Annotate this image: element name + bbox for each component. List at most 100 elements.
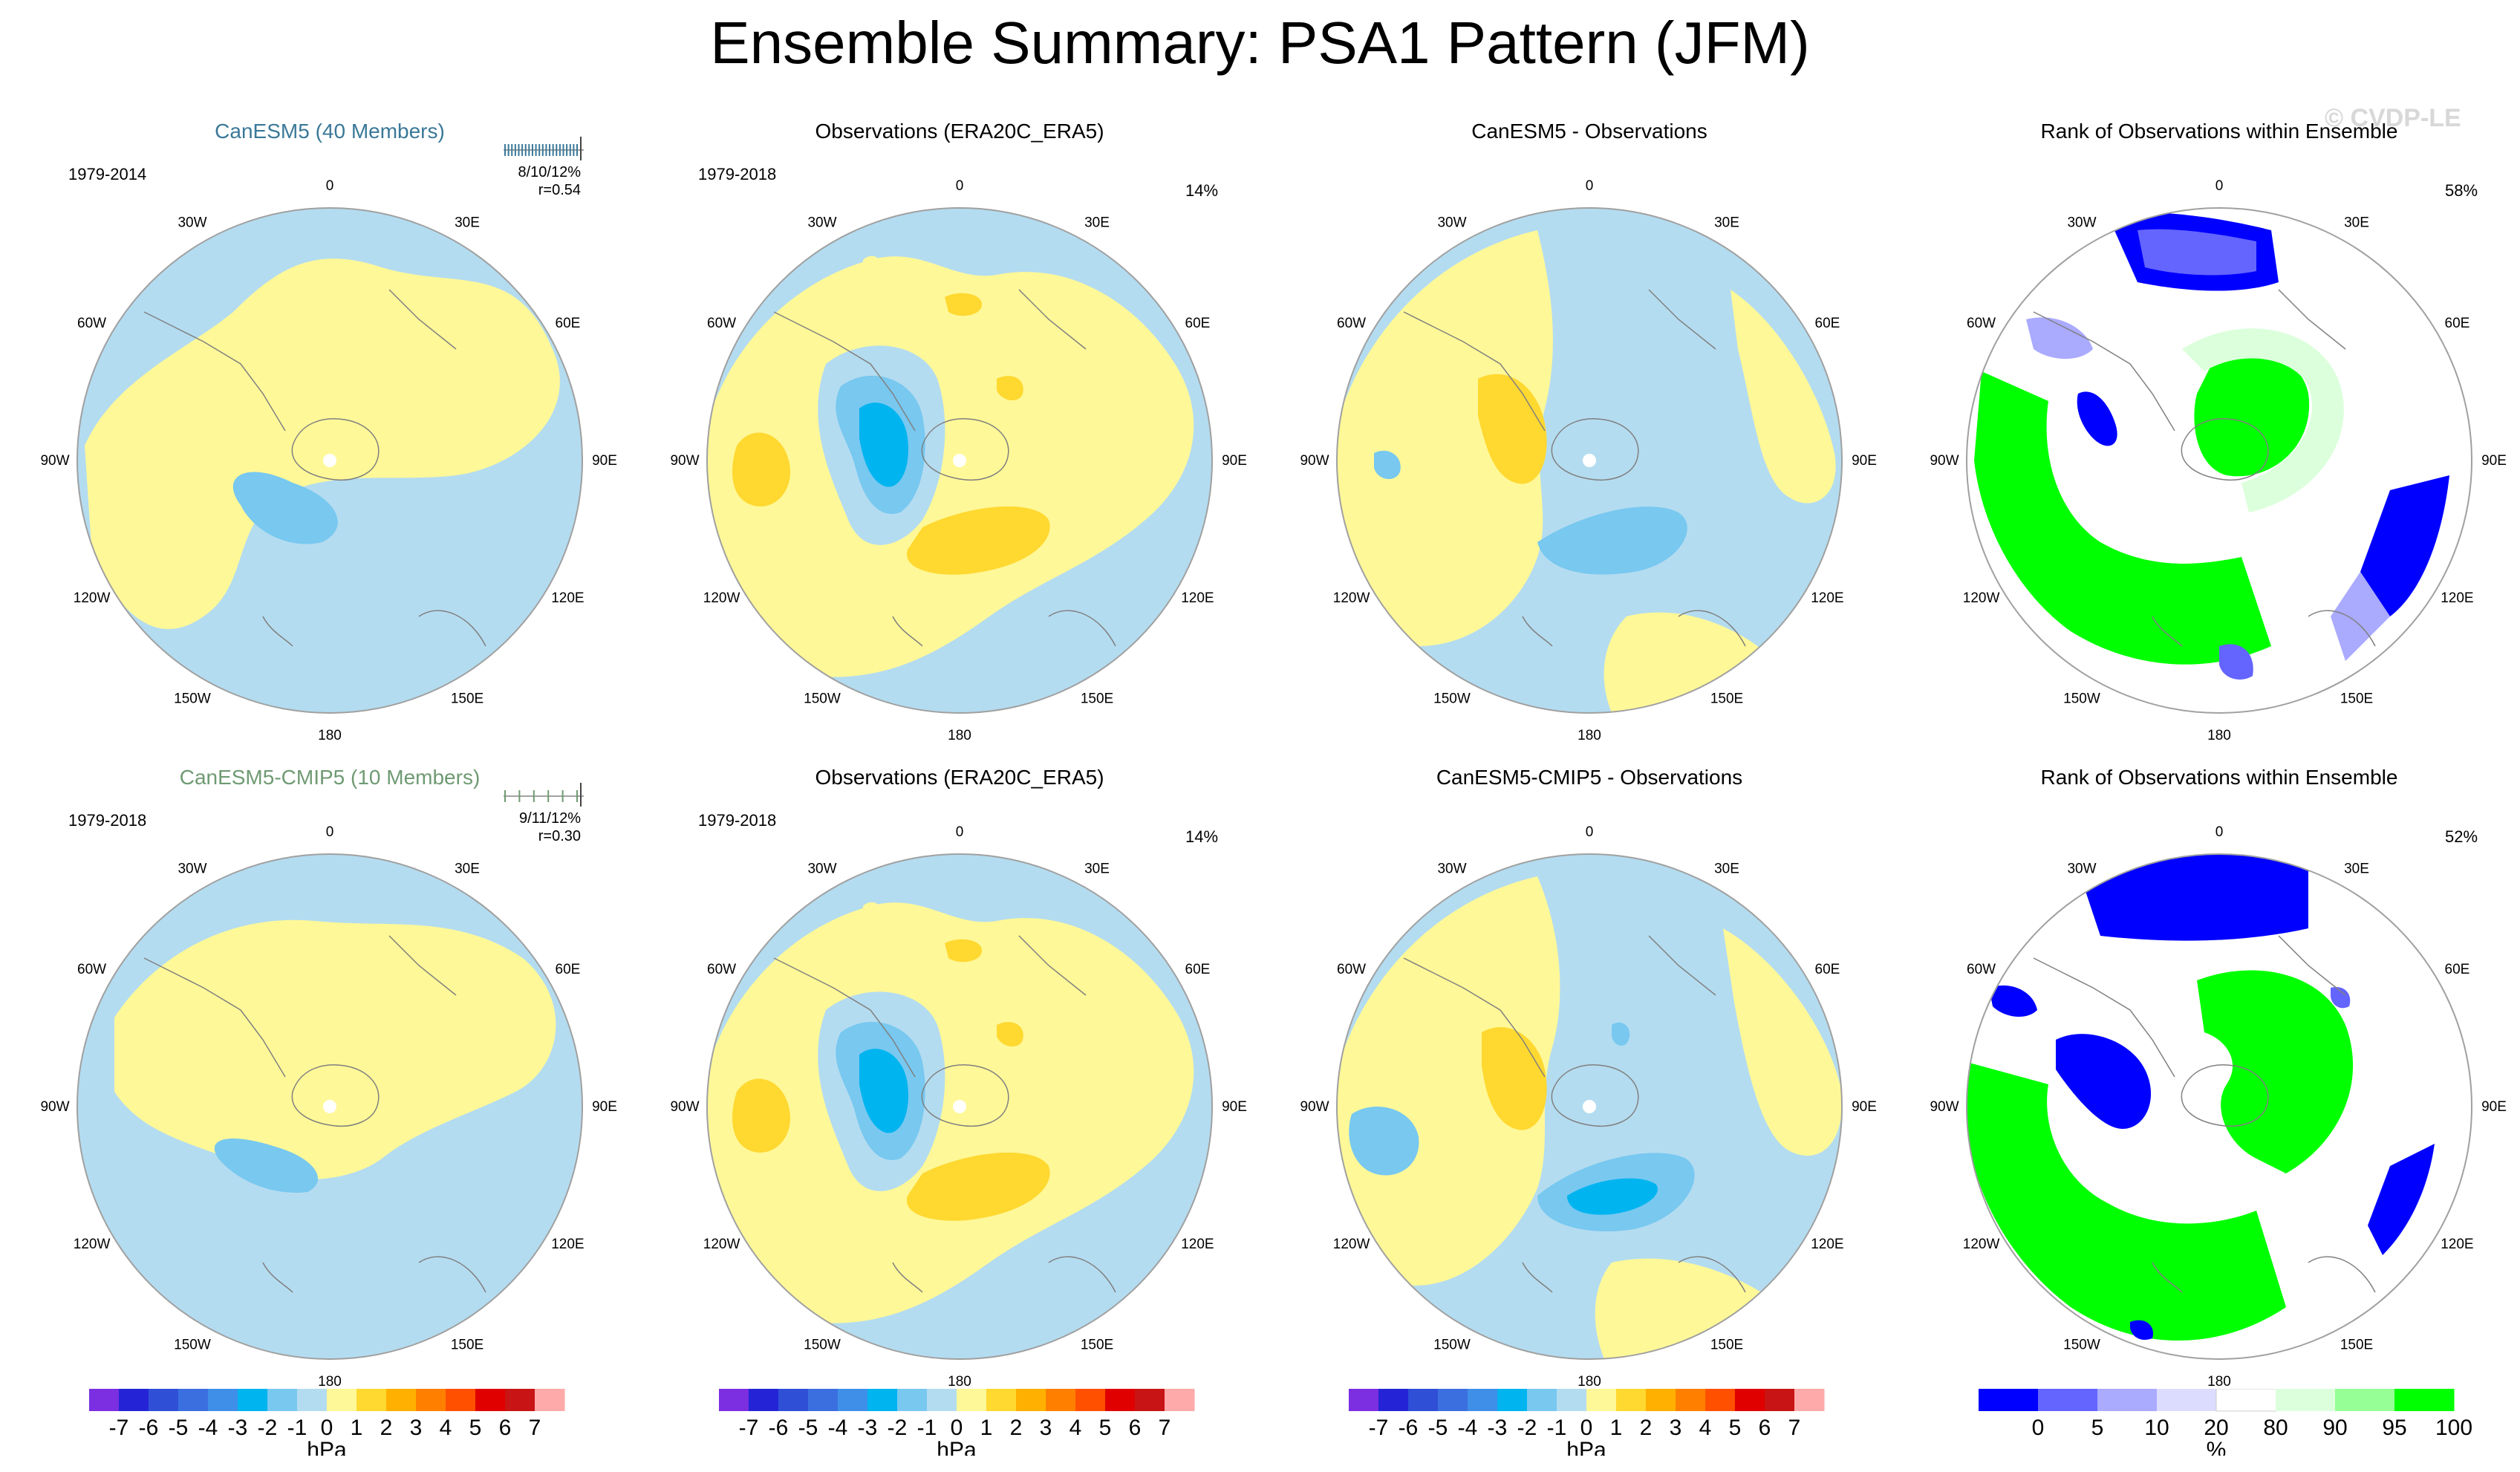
lon-label: 180	[948, 1374, 971, 1390]
colorbar-swatch	[1046, 1389, 1076, 1411]
colorbar-tick: -7	[739, 1416, 759, 1440]
watermark: © CVDP-LE	[2325, 104, 2461, 132]
land-outline-5	[2152, 1262, 2183, 1293]
lon-label: 120E	[2441, 590, 2473, 606]
land-outline-4	[1018, 935, 1087, 996]
colorbar-tick: 7	[1788, 1416, 1801, 1440]
colorbar-swatch	[1979, 1389, 2039, 1411]
lon-label: 150W	[2063, 1337, 2100, 1352]
panel-8: Rank of Observations within Ensemble 52% 0…	[1904, 765, 2520, 1419]
lon-label: 30W	[2067, 862, 2096, 877]
colorbar-tick: 4	[1069, 1416, 1082, 1440]
colorbar-unit: hPa	[307, 1438, 347, 1456]
colorbar-tick: 4	[1699, 1416, 1712, 1440]
panel-5: CanESM5-CMIP5 (10 Members) 1979-2018 9/11/…	[15, 765, 645, 1419]
pole-marker	[953, 1100, 966, 1113]
colorbar-tick: -2	[258, 1416, 278, 1440]
contour-region-9	[863, 255, 880, 271]
colorbar-tick: -5	[1428, 1416, 1448, 1440]
lon-label: 120E	[1181, 590, 1214, 606]
lon-label: 120W	[1333, 590, 1370, 606]
colorbar-swatch	[119, 1389, 149, 1411]
contour-region-7	[945, 293, 982, 316]
land-outline-4	[1648, 289, 1716, 350]
colorbar-swatch	[719, 1389, 749, 1411]
panel-1: CanESM5 (40 Members) 1979-2014 8/10/12% r=0…	[15, 119, 645, 772]
contour-region-5	[1374, 450, 1401, 480]
colorbar-swatch	[446, 1389, 476, 1411]
colorbar-swatch	[1075, 1389, 1106, 1411]
land-outline-3	[1678, 610, 1746, 647]
colorbar-tick: -4	[198, 1416, 218, 1440]
contour-region-4	[859, 403, 908, 487]
colorbar-tick: 10	[2144, 1416, 2169, 1440]
lon-label: 30W	[1437, 215, 1466, 231]
land-outline-2	[773, 311, 916, 431]
colorbar-swatch	[208, 1389, 238, 1411]
contour-region-1	[1337, 230, 1553, 646]
contour-region-7	[2194, 353, 2310, 477]
lon-label: 120W	[703, 1237, 740, 1252]
land-outline-2	[143, 957, 286, 1078]
lon-label: 150E	[451, 1337, 484, 1352]
lon-label: 180	[2207, 1374, 2231, 1390]
lon-label: 150E	[451, 691, 484, 706]
colorbar-swatch	[475, 1389, 506, 1411]
colorbar-swatch	[897, 1389, 928, 1411]
lon-label: 120W	[74, 1237, 111, 1252]
colorbar-tick: 1	[1610, 1416, 1623, 1440]
panel-4: Rank of Observations within Ensemble 58% 0…	[1904, 119, 2520, 772]
lon-label: 0	[2215, 178, 2224, 194]
land-outline-2	[1403, 957, 1546, 1078]
colorbar-swatch	[2335, 1389, 2395, 1411]
colorbar-tick: 0	[951, 1416, 963, 1440]
contour-region-9	[863, 902, 880, 917]
lon-label: 0	[1586, 824, 1594, 840]
land-outline-3	[2308, 1256, 2376, 1293]
colorbar-tick: -6	[769, 1416, 789, 1440]
land-outline-4	[1648, 935, 1716, 996]
lon-label: 90W	[1300, 1099, 1329, 1115]
panel-6: Observations (ERA20C_ERA5) 1979-2018 14% 0 3…	[645, 765, 1274, 1419]
colorbar-tick: 7	[1159, 1416, 1171, 1440]
land-outline-1	[1551, 418, 1639, 481]
lon-label: 30E	[1714, 862, 1739, 877]
map-frame: 0 30E 60E 90E 120E 150E 180 150W 120W 90W 60W 30W	[1930, 824, 2506, 1390]
land-outline-2	[2033, 957, 2175, 1078]
contour-region-4	[2056, 1034, 2152, 1129]
colorbar-tick: 0	[321, 1416, 333, 1440]
colorbar-swatch	[505, 1389, 535, 1411]
pole-marker	[1583, 1100, 1596, 1113]
land-outline-5	[892, 616, 923, 647]
contour-region-5	[906, 1152, 1050, 1221]
lon-label: 180	[1578, 1374, 1601, 1390]
percent-variance-label: 14%	[1185, 827, 1219, 846]
map-boundary	[1966, 207, 2472, 714]
polar-map: 0 30E 60E 90E 120E 150E 180 150W 120W 90W 60W 30W	[1930, 824, 2506, 1390]
map-boundary	[76, 853, 583, 1360]
colorbar-tick: 5	[469, 1416, 482, 1440]
contour-region-7	[1649, 250, 1673, 281]
lon-label: 120E	[551, 590, 584, 606]
lon-label: 120W	[703, 590, 740, 606]
colorbar-swatch	[1016, 1389, 1046, 1411]
land-outline-4	[1018, 289, 1087, 350]
lon-label: 90W	[1300, 453, 1329, 469]
map-frame: 0 30E 60E 90E 120E 150E 180 150W 120W 90W 60W 30W	[40, 178, 616, 743]
contour-region-1	[1974, 371, 2271, 665]
contour-region-8	[997, 1022, 1023, 1047]
lon-label: 90E	[1852, 1099, 1877, 1115]
lon-label: 120W	[1963, 1237, 2000, 1252]
contour-fields	[1967, 854, 2435, 1341]
lon-label: 90E	[592, 1099, 617, 1115]
colorbar-swatch	[238, 1389, 268, 1411]
percent-variance-label: 52%	[2445, 827, 2478, 846]
lon-label: 150W	[2063, 691, 2100, 706]
lon-label: 150W	[174, 691, 211, 706]
lon-label: 90E	[1222, 1099, 1247, 1115]
contour-region-3	[1478, 374, 1547, 484]
main-title: Ensemble Summary: PSA1 Pattern (JFM)	[710, 10, 1810, 76]
lon-label: 120E	[2441, 1237, 2473, 1252]
lon-label: 30W	[178, 215, 206, 231]
contour-region-4	[859, 1049, 908, 1133]
